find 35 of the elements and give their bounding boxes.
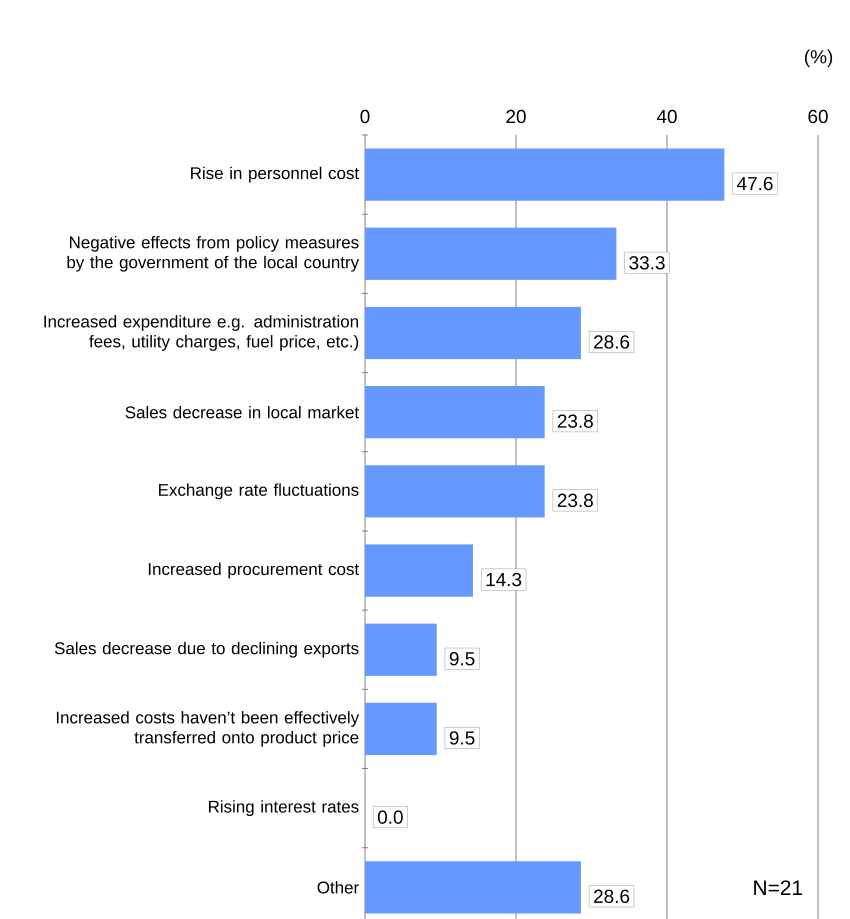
bar: [365, 624, 437, 676]
data-label: 14.3: [486, 572, 522, 586]
y-tick-label: Other: [318, 881, 359, 894]
data-label: 23.8: [558, 494, 593, 508]
bar: [365, 148, 724, 201]
y-tick-label: Exchange rate fluctuations: [159, 483, 359, 500]
bar: [365, 544, 473, 597]
bar: [365, 306, 581, 360]
y-tick-label: Negative effects from policy measures by the government of the local country: [67, 236, 360, 272]
y-tick-label: Sales decrease in local market: [126, 406, 359, 418]
bar: [365, 702, 437, 756]
y-tick-label: Increased expenditure e.g. administration fees, utility charges, fuel price, etc.): [44, 315, 358, 351]
annotation: N=21: [754, 880, 802, 895]
data-label: 28.6: [594, 890, 630, 904]
bar: [365, 861, 581, 914]
bar: [365, 465, 545, 518]
y-tick-label: Rise in personnel cost: [191, 166, 359, 182]
data-label: 33.3: [629, 256, 665, 270]
x-tick-label: 20: [506, 110, 526, 124]
y-tick-label: Increased costs haven’t been effectively transferred onto product price: [56, 711, 360, 747]
y-tick-label: Rising interest rates: [208, 800, 359, 816]
bar: [365, 386, 545, 438]
data-label: 23.8: [558, 414, 593, 428]
x-axis-title: (%): [805, 50, 832, 68]
data-label: 0.0: [378, 810, 403, 824]
data-label: 28.6: [594, 335, 630, 349]
y-tick-label: Sales decrease due to declining exports: [54, 642, 358, 658]
data-label: 47.6: [737, 176, 773, 190]
y-tick-label: Increased procurement cost: [148, 562, 359, 578]
data-label: 9.5: [450, 652, 474, 666]
x-tick-label: 40: [656, 110, 677, 124]
x-tick-label: 0: [360, 110, 370, 124]
x-tick-label: 60: [808, 110, 828, 124]
bar: [365, 228, 616, 280]
data-label: 9.5: [450, 731, 474, 745]
